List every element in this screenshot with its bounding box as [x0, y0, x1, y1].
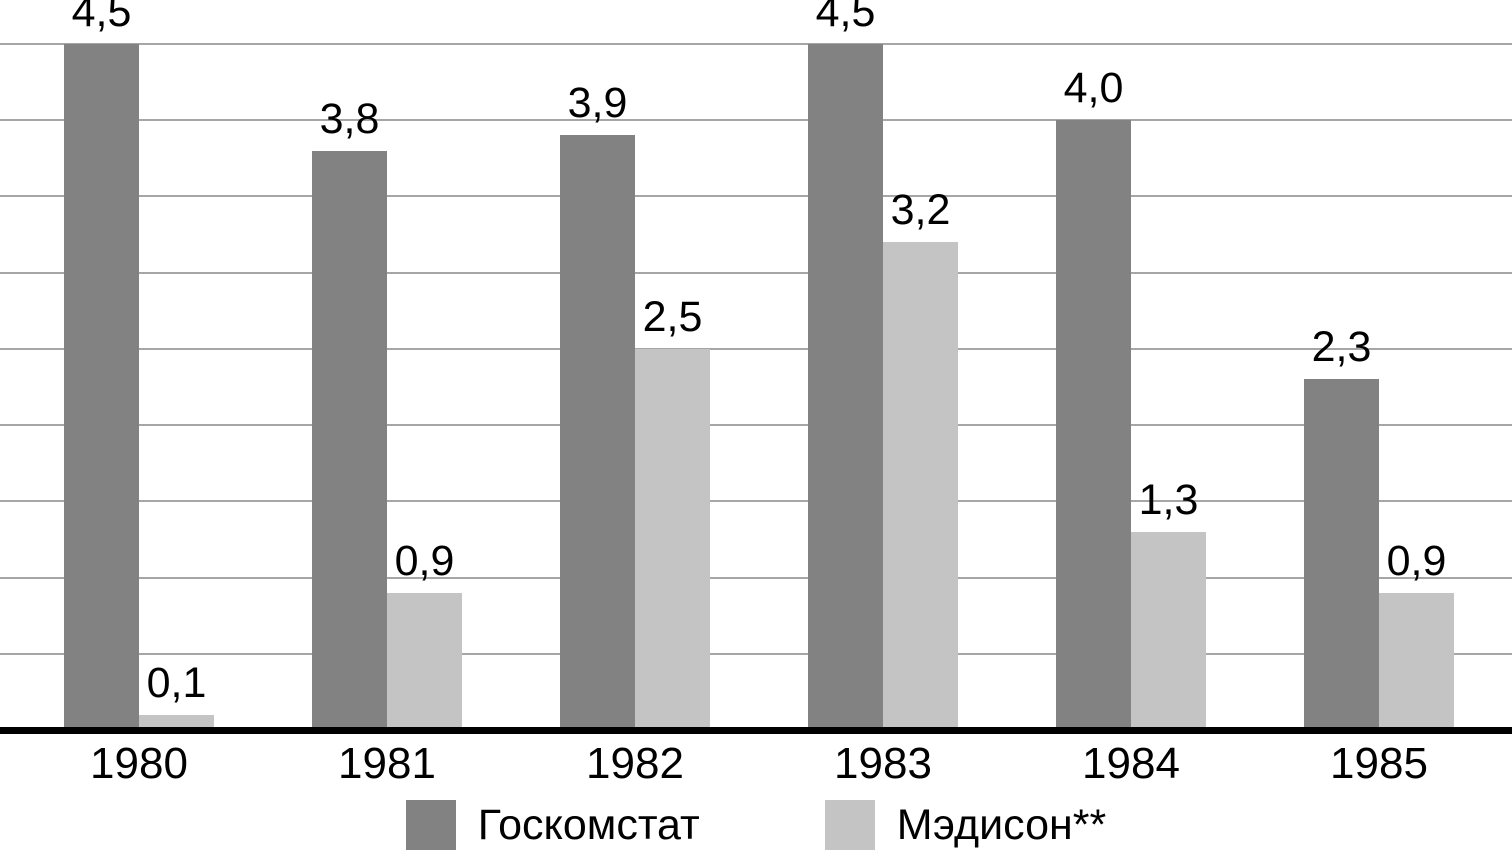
bar-series-1-1984 — [1131, 531, 1206, 730]
value-label-series-1-1982: 2,5 — [642, 292, 703, 341]
gridline — [0, 576, 1512, 579]
gridline — [0, 500, 1512, 503]
gridline — [0, 43, 1512, 45]
x-axis-label-1984: 1984 — [1082, 739, 1180, 788]
legend-swatch-icon — [824, 800, 875, 850]
bar-series-0-1981 — [312, 150, 387, 730]
bar-series-1-1985 — [1379, 592, 1454, 730]
value-label-series-0-1981: 3,8 — [319, 94, 380, 143]
x-axis-label-1982: 1982 — [586, 739, 684, 788]
x-axis-label-1985: 1985 — [1330, 739, 1428, 788]
bar-series-0-1980 — [64, 44, 139, 730]
gridline — [0, 195, 1512, 198]
legend-item-0: Госкомстат — [405, 800, 700, 850]
legend-label: Мэдисон** — [896, 800, 1107, 849]
value-label-series-0-1983: 4,5 — [815, 0, 876, 36]
bar-series-1-1983 — [883, 242, 958, 730]
gridline — [0, 119, 1512, 122]
bar-series-0-1985 — [1304, 379, 1379, 730]
legend-item-1: Мэдисон** — [824, 800, 1107, 850]
gridline — [0, 424, 1512, 427]
bar-series-1-1980 — [139, 714, 214, 730]
bar-series-0-1983 — [808, 44, 883, 730]
value-label-series-0-1980: 4,5 — [71, 0, 132, 36]
x-axis-line — [0, 727, 1512, 734]
legend-label: Госкомстат — [477, 800, 700, 849]
x-axis-label-1980: 1980 — [90, 739, 188, 788]
value-label-series-0-1982: 3,9 — [567, 79, 628, 128]
gridline — [0, 652, 1512, 655]
value-label-series-1-1981: 0,9 — [394, 536, 455, 585]
value-label-series-1-1983: 3,2 — [890, 186, 951, 235]
value-label-series-1-1980: 0,1 — [146, 658, 207, 707]
x-axis-label-1981: 1981 — [338, 739, 436, 788]
gridline — [0, 271, 1512, 274]
bar-series-0-1984 — [1056, 120, 1131, 730]
legend-swatch-icon — [405, 800, 456, 850]
bar-series-1-1982 — [635, 348, 710, 730]
gridline — [0, 347, 1512, 350]
legend: Госкомстат Мэдисон** — [0, 800, 1512, 850]
value-label-series-1-1985: 0,9 — [1386, 536, 1447, 585]
value-label-series-1-1984: 1,3 — [1138, 475, 1199, 524]
plot-area: 4,5 0,1 3,8 0,9 3,9 2,5 4,5 3,2 4,0 1,3 2,3 0,9 — [0, 0, 1512, 730]
bar-series-1-1981 — [387, 592, 462, 730]
value-label-series-0-1984: 4,0 — [1063, 64, 1124, 113]
x-axis-label-1983: 1983 — [834, 739, 932, 788]
value-label-series-0-1985: 2,3 — [1311, 323, 1372, 372]
bar-series-0-1982 — [560, 135, 635, 730]
